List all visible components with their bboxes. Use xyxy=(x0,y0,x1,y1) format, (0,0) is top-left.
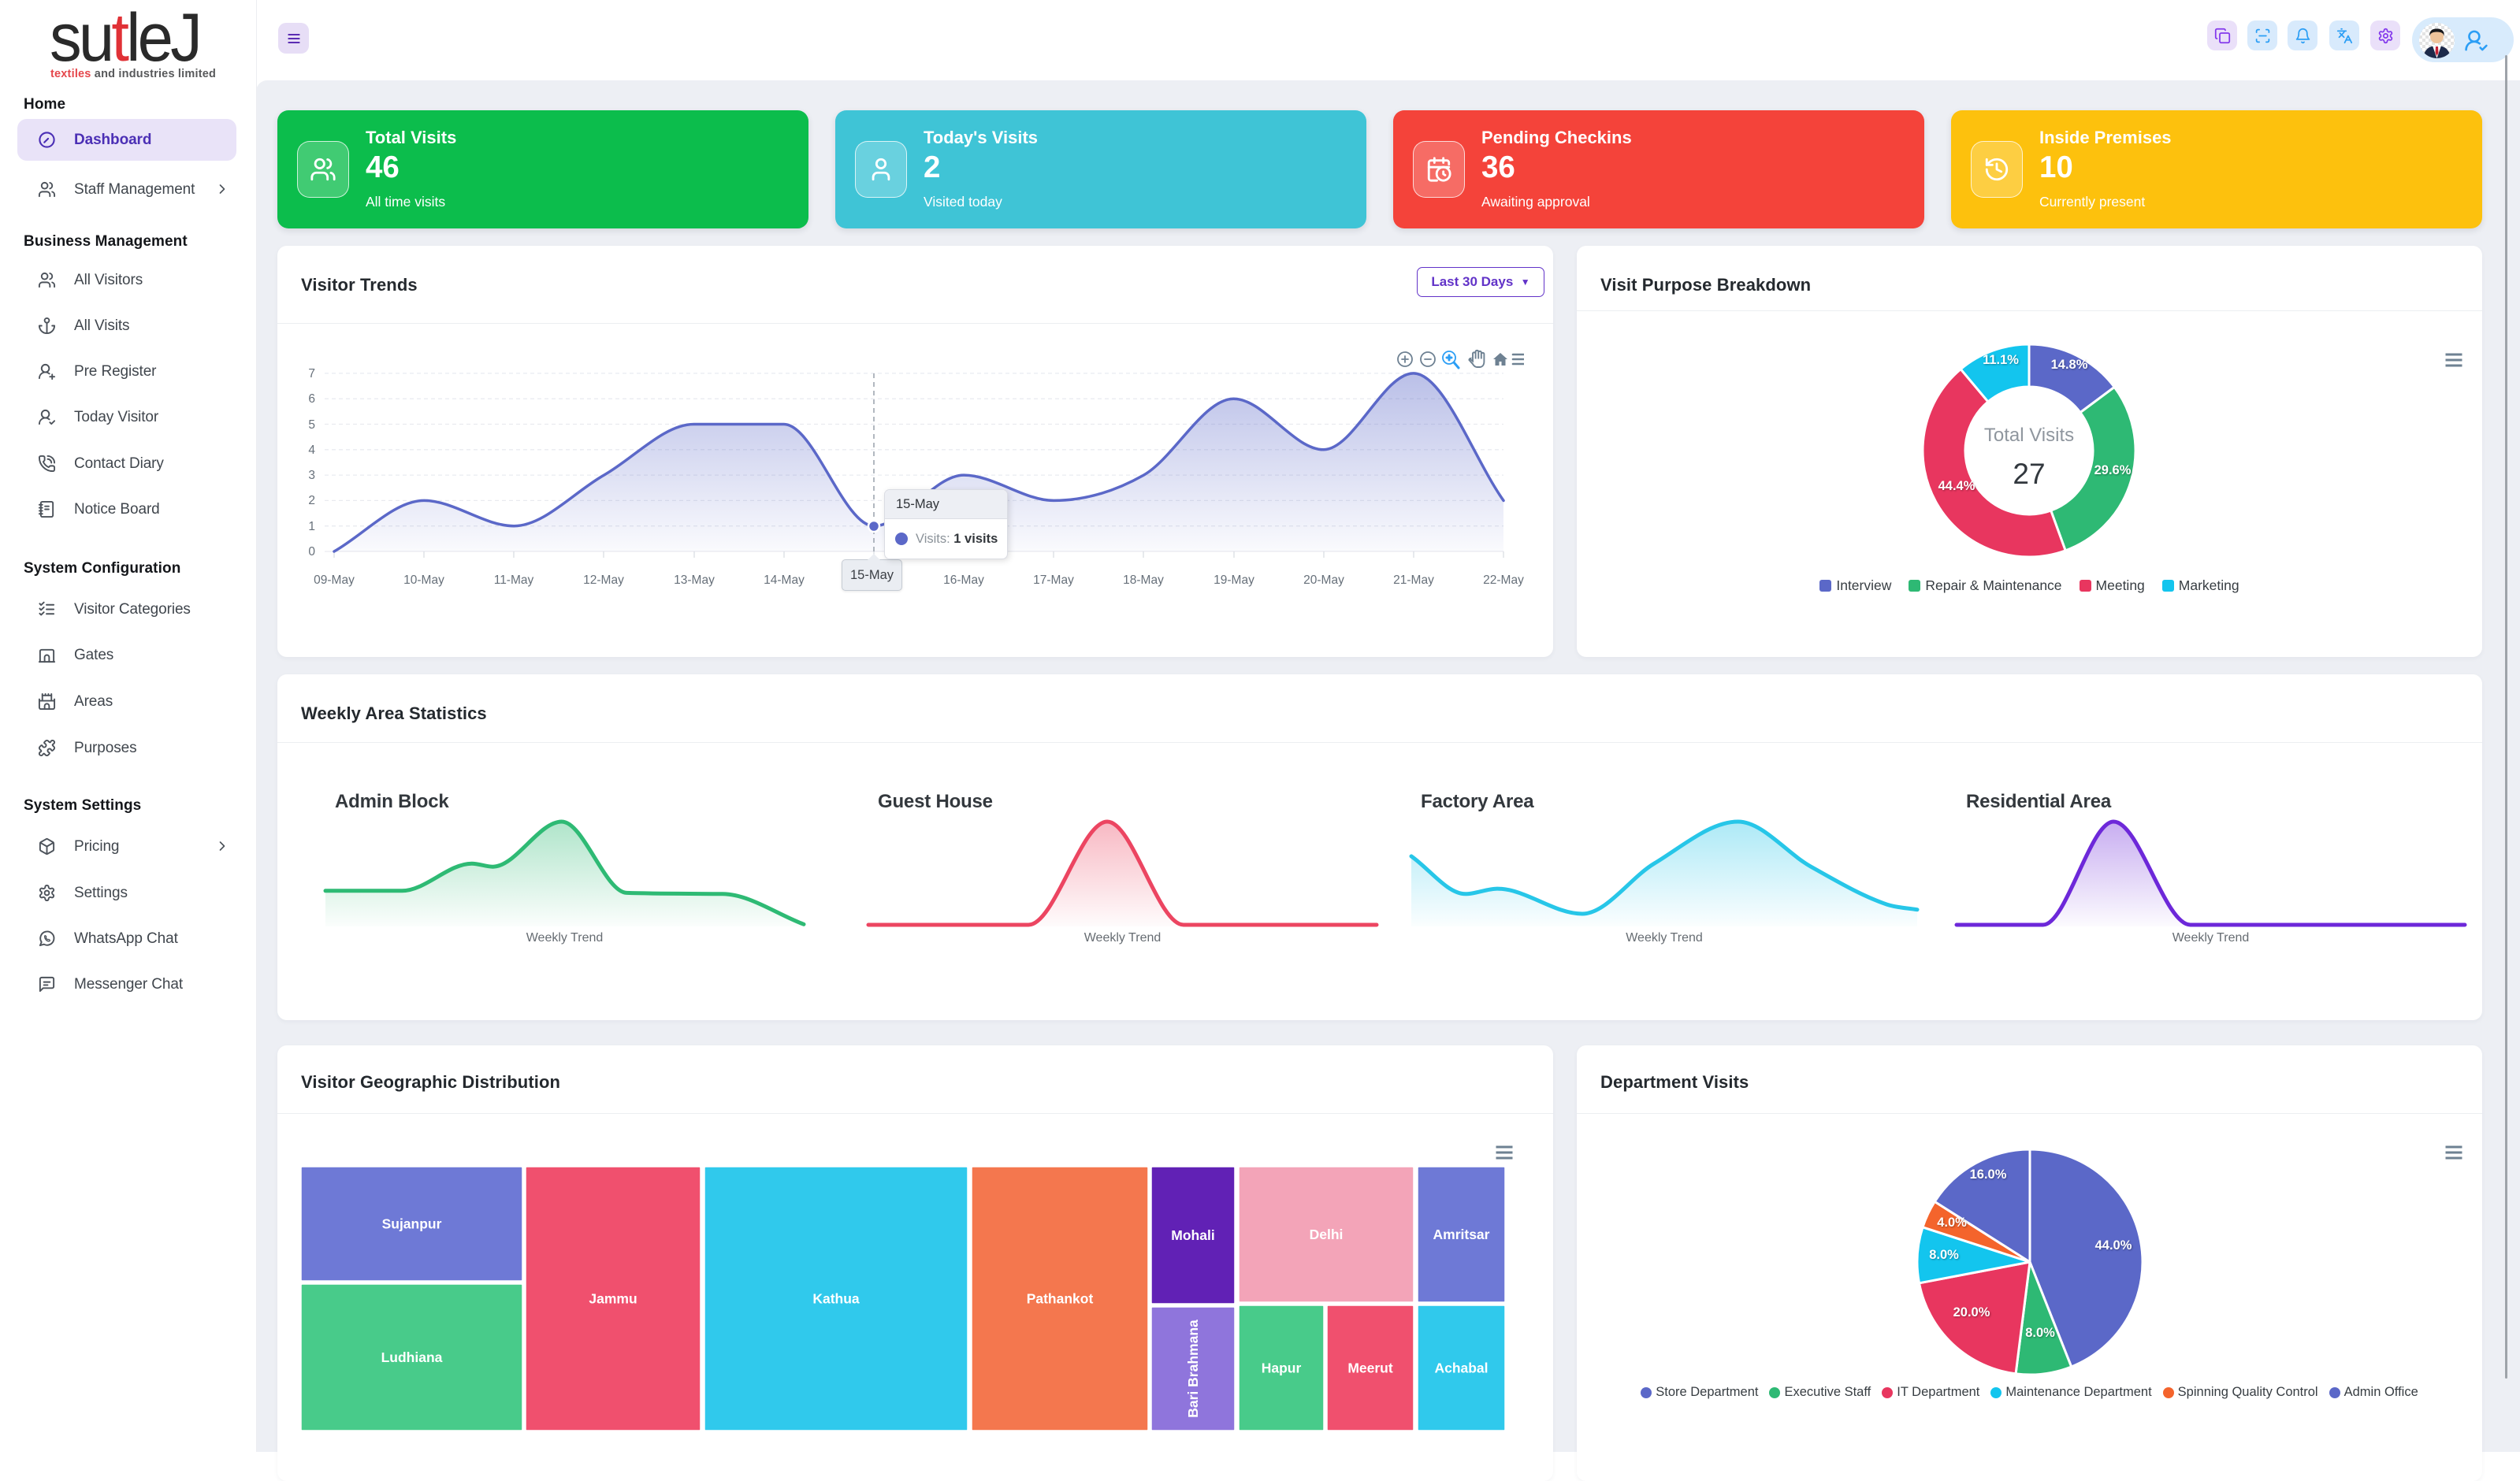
svg-text:09-May: 09-May xyxy=(314,573,355,587)
svg-text:4: 4 xyxy=(308,444,315,457)
svg-text:0: 0 xyxy=(308,545,315,559)
svg-text:2: 2 xyxy=(308,494,315,507)
svg-text:Hapur: Hapur xyxy=(1262,1360,1302,1376)
svg-text:4.0%: 4.0% xyxy=(1937,1216,1967,1230)
svg-text:Jammu: Jammu xyxy=(589,1291,637,1307)
svg-text:17-May: 17-May xyxy=(1033,573,1074,587)
svg-text:5: 5 xyxy=(308,418,315,432)
svg-text:8.0%: 8.0% xyxy=(2025,1326,2055,1340)
svg-text:11.1%: 11.1% xyxy=(1983,353,2019,367)
svg-text:22-May: 22-May xyxy=(1483,573,1524,587)
svg-text:13-May: 13-May xyxy=(674,573,715,587)
svg-text:Total Visits: Total Visits xyxy=(1984,425,2074,446)
svg-text:20-May: 20-May xyxy=(1303,573,1344,587)
svg-text:12-May: 12-May xyxy=(583,573,624,587)
svg-text:27: 27 xyxy=(2013,458,2045,490)
svg-text:21-May: 21-May xyxy=(1393,573,1434,587)
svg-text:16.0%: 16.0% xyxy=(1970,1167,2007,1182)
svg-text:29.6%: 29.6% xyxy=(2094,463,2132,477)
svg-text:Bari Brahmana: Bari Brahmana xyxy=(1185,1320,1201,1418)
svg-text:1: 1 xyxy=(308,520,315,533)
svg-text:44.0%: 44.0% xyxy=(2095,1238,2132,1253)
svg-text:6: 6 xyxy=(308,392,315,406)
svg-text:Achabal: Achabal xyxy=(1434,1360,1488,1376)
svg-text:19-May: 19-May xyxy=(1214,573,1254,587)
svg-text:14-May: 14-May xyxy=(764,573,805,587)
svg-text:sutleJ: sutleJ xyxy=(50,8,199,65)
svg-text:3: 3 xyxy=(308,469,315,482)
svg-text:44.4%: 44.4% xyxy=(1938,479,1975,493)
svg-text:Delhi: Delhi xyxy=(1310,1227,1344,1242)
svg-text:8.0%: 8.0% xyxy=(1929,1248,1959,1262)
svg-text:20.0%: 20.0% xyxy=(1953,1305,1990,1320)
svg-text:Meerut: Meerut xyxy=(1347,1360,1393,1376)
svg-text:7: 7 xyxy=(308,367,315,380)
svg-text:Amritsar: Amritsar xyxy=(1433,1227,1490,1242)
svg-text:Sujanpur: Sujanpur xyxy=(382,1216,442,1232)
svg-text:Ludhiana: Ludhiana xyxy=(381,1349,443,1365)
svg-text:18-May: 18-May xyxy=(1123,573,1164,587)
svg-text:Mohali: Mohali xyxy=(1171,1227,1214,1243)
svg-text:Kathua: Kathua xyxy=(812,1291,860,1307)
svg-text:16-May: 16-May xyxy=(943,573,984,587)
svg-text:14.8%: 14.8% xyxy=(2051,358,2088,372)
svg-text:11-May: 11-May xyxy=(494,573,534,587)
svg-text:10-May: 10-May xyxy=(403,573,444,587)
svg-text:Pathankot: Pathankot xyxy=(1027,1291,1094,1307)
